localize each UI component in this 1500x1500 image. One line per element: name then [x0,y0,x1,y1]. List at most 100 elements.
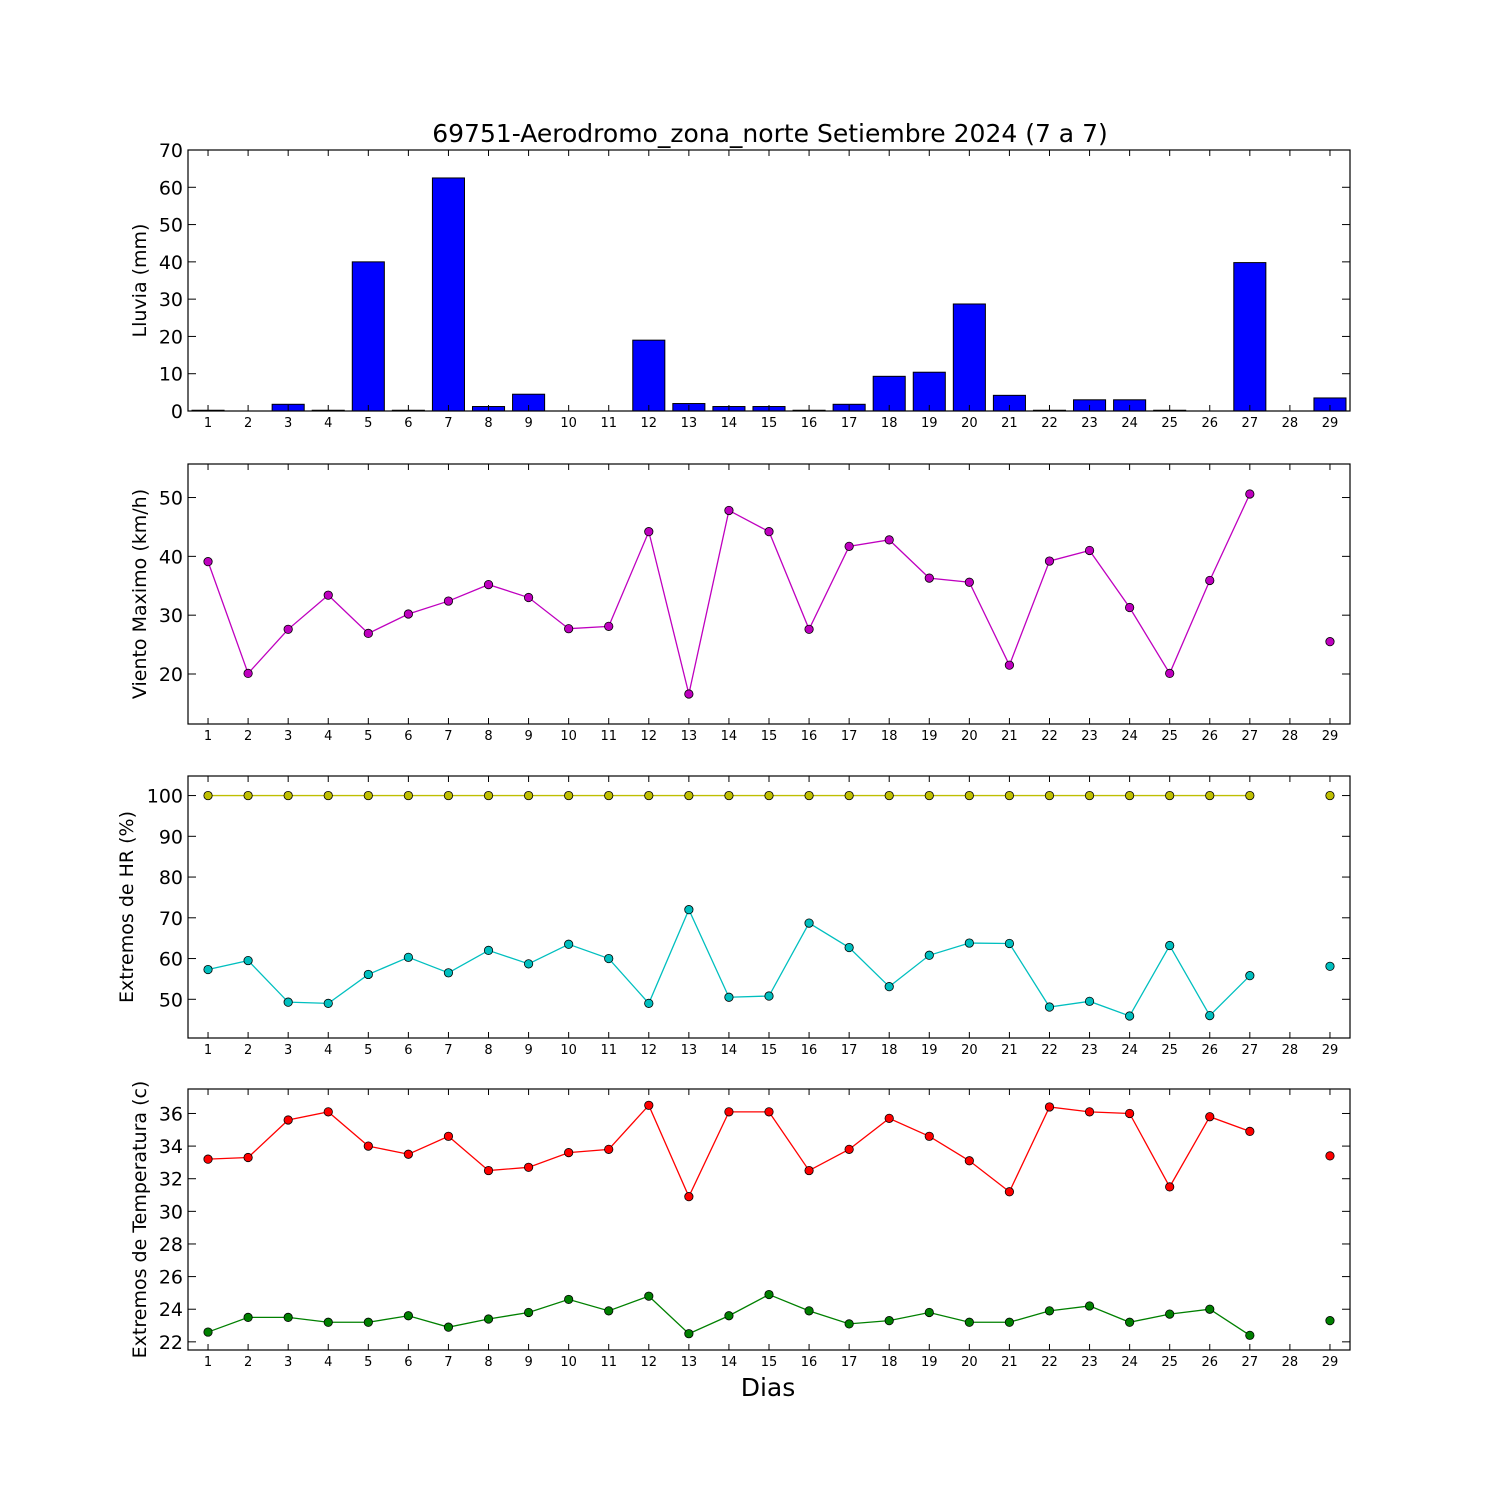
x-tick-label-temperatura-1: 1 [204,1355,212,1370]
x-tick-label-temperatura-7: 7 [444,1355,452,1370]
bar-lluvia-day-19 [912,371,946,412]
point-temperatura-series-0-day-22 [1044,1102,1055,1112]
point-temperatura-series-1-day-13 [684,1329,694,1339]
x-tick-label-hr-10: 10 [560,1043,577,1058]
x-tick-label-hr-6: 6 [404,1043,412,1058]
point-viento-series-0-day-10 [564,624,574,634]
point-temperatura-series-0-day-3 [283,1115,293,1125]
x-tick-label-lluvia-8: 8 [484,416,492,431]
x-tick-label-hr-5: 5 [364,1043,372,1058]
x-tick-label-temperatura-18: 18 [881,1355,898,1370]
point-temperatura-series-1-day-17 [844,1319,854,1329]
point-temperatura-series-1-day-26 [1205,1304,1215,1314]
point-hr-series-0-day-13 [684,790,694,801]
point-viento-series-0-day-6 [403,609,413,619]
point-temperatura-series-0-day-13 [684,1192,694,1202]
point-hr-series-1-day-14 [724,992,734,1002]
x-tick-label-lluvia-2: 2 [244,416,252,431]
point-hr-series-0-day-5 [363,790,373,801]
y-tick-label-lluvia-50: 50 [159,215,183,237]
point-temperatura-series-1-day-14 [724,1311,734,1321]
x-tick-label-viento-29: 29 [1322,729,1339,744]
point-viento-series-0-day-4 [323,590,333,600]
point-temperatura-series-0-day-11 [604,1144,614,1154]
x-tick-label-temperatura-24: 24 [1121,1355,1138,1370]
point-temperatura-series-0-day-12 [644,1100,654,1110]
x-tick-label-temperatura-6: 6 [404,1355,412,1370]
x-tick-label-lluvia-4: 4 [324,416,332,431]
point-temperatura-series-0-day-21 [1004,1187,1015,1197]
point-viento-series-0-day-23 [1084,545,1095,556]
point-temperatura-series-0-day-9 [523,1162,534,1172]
point-temperatura-series-0-day-19 [924,1131,934,1141]
point-hr-series-1-day-4 [323,998,333,1008]
point-hr-series-1-day-16 [804,918,814,928]
point-temperatura-series-1-day-1 [203,1327,213,1337]
x-tick-label-lluvia-27: 27 [1242,416,1259,431]
x-tick-label-temperatura-29: 29 [1322,1355,1339,1370]
x-tick-label-viento-12: 12 [641,729,658,744]
point-hr-series-0-day-16 [804,790,814,801]
x-tick-label-viento-8: 8 [484,729,492,744]
x-tick-label-viento-20: 20 [961,729,978,744]
point-hr-series-0-day-2 [243,790,253,801]
x-tick-label-hr-16: 16 [801,1043,818,1058]
x-tick-label-hr-21: 21 [1001,1043,1018,1058]
point-temperatura-series-1-day-21 [1004,1317,1015,1327]
x-tick-label-temperatura-10: 10 [560,1355,577,1370]
x-tick-label-viento-18: 18 [881,729,898,744]
point-viento-series-0-day-19 [924,573,934,583]
point-temperatura-series-0-day-10 [564,1148,574,1158]
bar-lluvia-day-27 [1233,262,1267,412]
x-tick-label-viento-15: 15 [761,729,778,744]
point-viento-series-0-day-1 [203,557,213,567]
x-tick-label-temperatura-27: 27 [1242,1355,1259,1370]
point-temperatura-series-1-day-18 [884,1316,894,1326]
point-hr-series-1-day-13 [684,905,694,915]
x-tick-label-lluvia-7: 7 [444,416,452,431]
x-tick-label-lluvia-14: 14 [721,416,738,431]
point-viento-series-0-day-5 [363,628,373,639]
x-tick-label-viento-7: 7 [444,729,452,744]
x-tick-label-hr-8: 8 [484,1043,492,1058]
point-hr-series-0-day-23 [1084,790,1095,801]
y-axis-label-hr: Extremos de HR (%) [116,811,138,1003]
point-hr-series-1-day-22 [1044,1002,1055,1012]
x-tick-label-viento-24: 24 [1121,729,1138,744]
point-temperatura-series-0-day-20 [964,1156,974,1166]
x-tick-label-temperatura-2: 2 [244,1355,252,1370]
point-hr-series-0-day-18 [884,790,894,801]
x-tick-label-viento-28: 28 [1282,729,1299,744]
x-tick-label-lluvia-26: 26 [1201,416,1218,431]
point-viento-series-0-day-16 [804,624,814,634]
y-tick-label-viento-50: 50 [159,488,183,510]
point-hr-series-1-day-11 [604,953,614,964]
x-tick-label-lluvia-17: 17 [841,416,858,431]
x-tick-label-temperatura-11: 11 [600,1355,617,1370]
x-tick-label-lluvia-12: 12 [641,416,658,431]
point-viento-series-0-day-25 [1165,668,1175,679]
y-tick-label-hr-100: 100 [147,786,183,808]
point-hr-series-1-day-15 [764,991,774,1001]
x-tick-label-temperatura-13: 13 [681,1355,698,1370]
x-tick-label-temperatura-16: 16 [801,1355,818,1370]
point-temperatura-series-1-day-24 [1125,1317,1135,1327]
x-tick-label-viento-26: 26 [1201,729,1218,744]
point-temperatura-series-1-day-9 [523,1307,534,1318]
chart-panels: 1 2 3 4 5 6 7 8 9 10 11 12 13 14 15 16 17 18 19 20 21 22 23 24 2… [116,140,1351,1370]
x-tick-label-hr-18: 18 [881,1043,898,1058]
point-temperatura-series-0-day-23 [1084,1107,1095,1117]
point-hr-series-0-day-17 [844,790,854,801]
point-temperatura-series-0-day-2 [243,1152,253,1163]
point-viento-series-0-day-29 [1325,637,1335,647]
point-hr-series-1-day-9 [523,959,534,969]
x-tick-label-hr-7: 7 [444,1043,452,1058]
point-temperatura-series-0-day-18 [884,1113,894,1123]
point-hr-series-1-day-24 [1125,1011,1135,1021]
point-temperatura-series-1-day-16 [804,1306,814,1316]
x-tick-label-hr-13: 13 [681,1043,698,1058]
x-tick-label-lluvia-20: 20 [961,416,978,431]
x-tick-label-hr-1: 1 [204,1043,212,1058]
point-hr-series-1-day-27 [1245,971,1255,981]
y-tick-label-lluvia-40: 40 [159,252,183,274]
